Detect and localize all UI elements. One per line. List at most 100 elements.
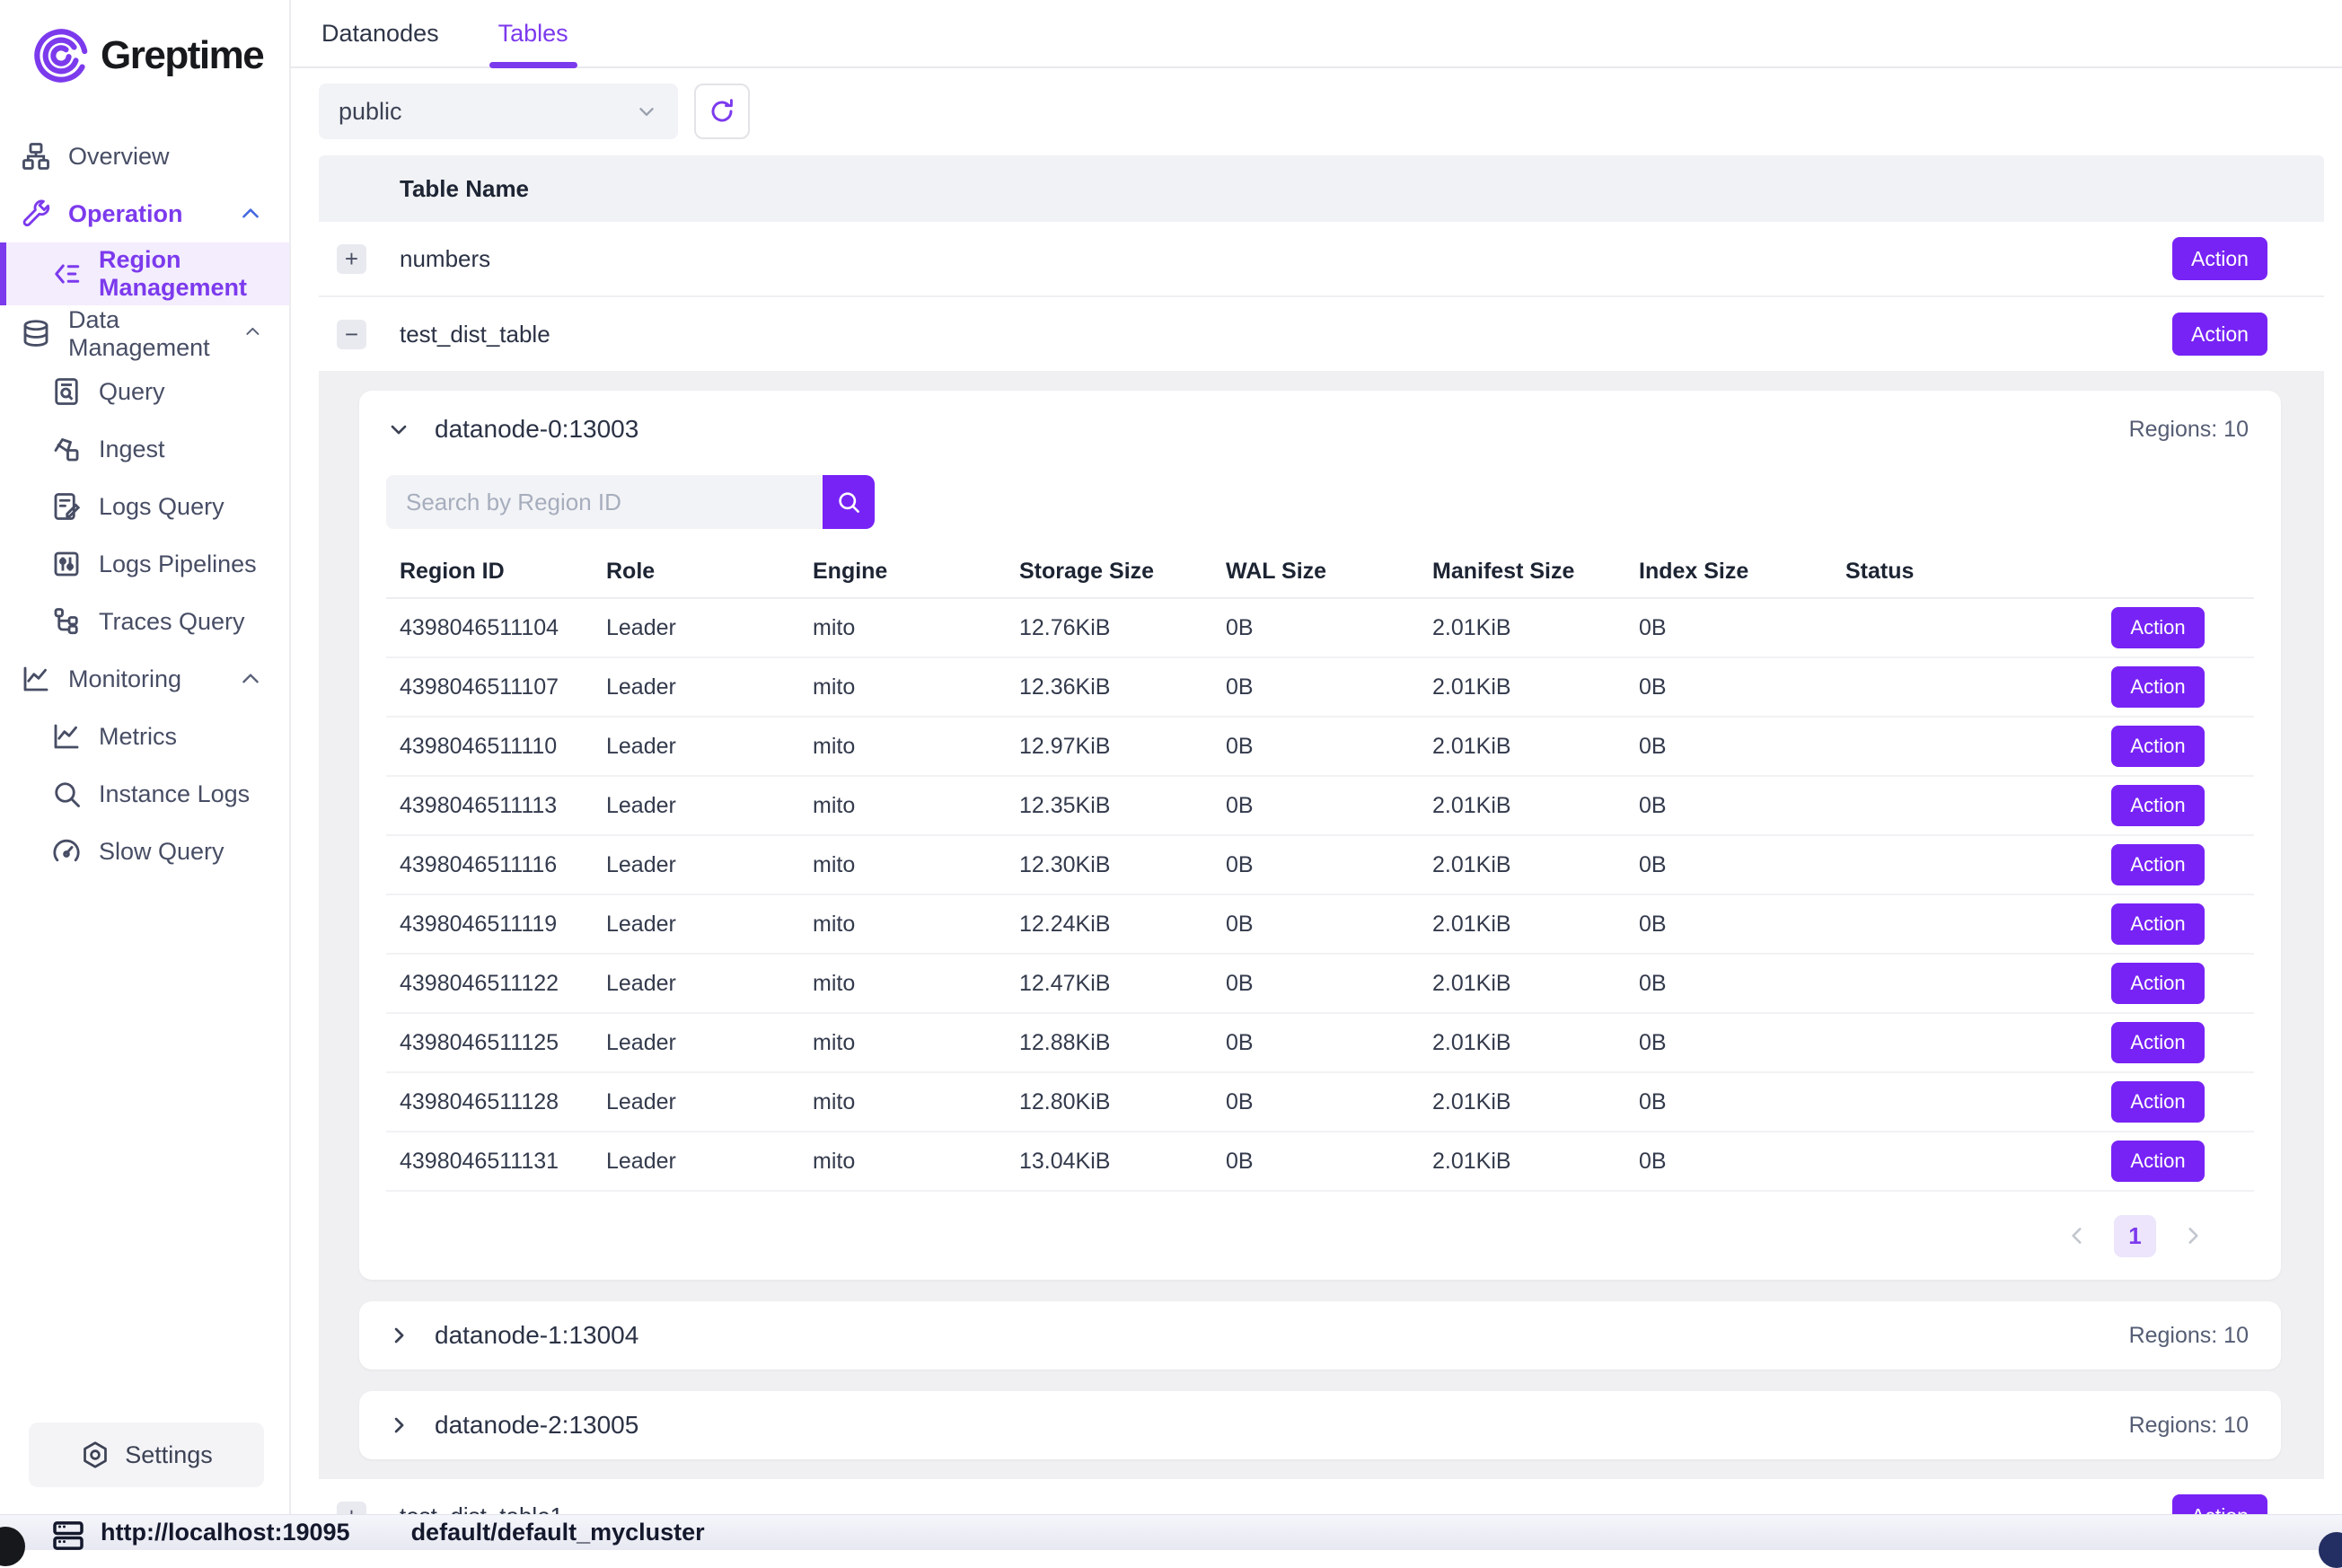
action-button[interactable]: Action — [2111, 785, 2205, 826]
table-row: − test_dist_table Action — [319, 297, 2324, 373]
sidebar-item-region-management[interactable]: Region Management — [0, 242, 289, 305]
region-id-cell: 4398046511116 — [400, 851, 558, 877]
schema-select[interactable]: public — [319, 84, 678, 139]
region-row: 4398046511116 Leader mito 12.30KiB 0B 2.… — [386, 836, 2254, 895]
region-search-input[interactable] — [386, 475, 823, 529]
database-icon — [20, 318, 52, 350]
region-table-header: Region ID Role Engine Storage Size WAL S… — [386, 545, 2254, 599]
corner-dot — [2319, 1532, 2342, 1568]
collapse-button[interactable]: − — [337, 319, 366, 349]
settings-label: Settings — [125, 1440, 213, 1468]
sidebar-item-metrics[interactable]: Metrics — [0, 708, 289, 765]
sidebar-item-label: Instance Logs — [99, 780, 251, 807]
index-size-cell: 0B — [1639, 792, 1667, 818]
action-button[interactable]: Action — [2111, 666, 2205, 708]
region-id-cell: 4398046511119 — [400, 911, 558, 937]
sidebar-section-label: Monitoring — [68, 665, 182, 692]
tables-list-header: Table Name — [319, 155, 2324, 222]
regions-count: Regions: 10 — [2128, 1412, 2249, 1438]
datanode-title: datanode-0:13003 — [435, 415, 639, 443]
region-search-button[interactable] — [823, 475, 875, 529]
region-row: 4398046511131 Leader mito 13.04KiB 0B 2.… — [386, 1132, 2254, 1192]
table-name-cell: numbers — [400, 244, 491, 272]
sidebar-item-traces-query[interactable]: Traces Query — [0, 593, 289, 650]
schema-select-value: public — [339, 97, 402, 125]
datanode-header[interactable]: datanode-0:13003 Regions: 10 — [359, 391, 2281, 468]
sidebar-item-slow-query[interactable]: Slow Query — [0, 823, 289, 880]
role-cell: Leader — [606, 1029, 676, 1055]
col-status: Status — [1845, 558, 1915, 584]
role-cell: Leader — [606, 733, 676, 759]
region-row: 4398046511122 Leader mito 12.47KiB 0B 2.… — [386, 955, 2254, 1014]
cluster-name[interactable]: default/default_mycluster — [410, 1519, 705, 1546]
refresh-button[interactable] — [694, 84, 750, 139]
toolbar: public — [319, 84, 2324, 139]
chevron-right-icon[interactable] — [2181, 1224, 2205, 1247]
storage-size-cell: 12.97KiB — [1019, 733, 1111, 759]
sidebar-item-logs-query[interactable]: Logs Query — [0, 478, 289, 535]
column-header-table-name: Table Name — [400, 174, 530, 202]
datanode-header[interactable]: datanode-2:13005 Regions: 10 — [359, 1391, 2281, 1459]
action-button[interactable]: Action — [2111, 607, 2205, 648]
document-search-icon — [50, 375, 83, 408]
manifest-size-cell: 2.01KiB — [1432, 1148, 1511, 1174]
main-area: Datanodes Tables public Ta — [291, 0, 2342, 1550]
action-button[interactable]: Action — [2111, 903, 2205, 945]
storage-size-cell: 12.88KiB — [1019, 1029, 1111, 1055]
storage-size-cell: 12.47KiB — [1019, 970, 1111, 996]
region-row: 4398046511128 Leader mito 12.80KiB 0B 2.… — [386, 1073, 2254, 1132]
region-row: 4398046511125 Leader mito 12.88KiB 0B 2.… — [386, 1014, 2254, 1073]
engine-cell: mito — [813, 792, 856, 818]
datanode-title: datanode-2:13005 — [435, 1411, 639, 1439]
engine-cell: mito — [813, 851, 856, 877]
corner-dot — [0, 1527, 25, 1566]
page-number[interactable]: 1 — [2114, 1214, 2156, 1257]
line-chart-icon — [20, 663, 52, 695]
regions-count: Regions: 10 — [2128, 1322, 2249, 1348]
action-button[interactable]: Action — [2172, 237, 2267, 280]
sidebar-section-data-management[interactable]: Data Management — [0, 305, 289, 363]
expand-button[interactable]: + — [337, 243, 366, 274]
index-size-cell: 0B — [1639, 851, 1667, 877]
action-button[interactable]: Action — [2111, 1022, 2205, 1063]
datanode-header[interactable]: datanode-1:13004 Regions: 10 — [359, 1301, 2281, 1370]
sidebar-item-instance-logs[interactable]: Instance Logs — [0, 765, 289, 823]
brand-logo: Greptime — [0, 0, 289, 90]
sidebar-item-ingest[interactable]: Ingest — [0, 420, 289, 478]
action-button[interactable]: Action — [2111, 844, 2205, 885]
sidebar-section-operation[interactable]: Operation — [0, 185, 289, 242]
settings-button[interactable]: Settings — [29, 1423, 264, 1487]
manifest-size-cell: 2.01KiB — [1432, 614, 1511, 640]
action-button[interactable]: Action — [2111, 1141, 2205, 1182]
action-button[interactable]: Action — [2111, 726, 2205, 767]
col-role: Role — [606, 558, 656, 584]
region-row: 4398046511113 Leader mito 12.35KiB 0B 2.… — [386, 777, 2254, 836]
connection-url[interactable]: http://localhost:19095 — [101, 1519, 350, 1546]
search-icon — [835, 489, 862, 515]
manifest-size-cell: 2.01KiB — [1432, 1029, 1511, 1055]
storage-size-cell: 12.76KiB — [1019, 614, 1111, 640]
action-button[interactable]: Action — [2111, 1081, 2205, 1123]
sidebar-section-monitoring[interactable]: Monitoring — [0, 650, 289, 708]
chevron-left-icon[interactable] — [2065, 1224, 2089, 1247]
action-button[interactable]: Action — [2111, 963, 2205, 1004]
sidebar-item-query[interactable]: Query — [0, 363, 289, 420]
col-index-size: Index Size — [1639, 558, 1749, 584]
region-branch-icon — [50, 258, 83, 290]
sidebar-item-overview[interactable]: Overview — [0, 128, 289, 185]
datanode-title: datanode-1:13004 — [435, 1321, 639, 1349]
chevron-down-icon — [386, 417, 411, 442]
action-button[interactable]: Action — [2172, 313, 2267, 356]
tab-tables[interactable]: Tables — [489, 0, 577, 68]
sidebar-item-logs-pipelines[interactable]: Logs Pipelines — [0, 535, 289, 593]
datanode-card-1: datanode-1:13004 Regions: 10 — [359, 1301, 2281, 1370]
pagination: 1 — [359, 1192, 2281, 1280]
sidebar-item-label: Query — [99, 377, 165, 405]
sidebar-item-label: Logs Query — [99, 492, 225, 520]
region-row: 4398046511110 Leader mito 12.97KiB 0B 2.… — [386, 718, 2254, 777]
col-engine: Engine — [813, 558, 888, 584]
tab-datanodes[interactable]: Datanodes — [321, 0, 439, 66]
storage-size-cell: 12.30KiB — [1019, 851, 1111, 877]
chevron-down-icon — [635, 100, 658, 123]
storage-size-cell: 12.35KiB — [1019, 792, 1111, 818]
